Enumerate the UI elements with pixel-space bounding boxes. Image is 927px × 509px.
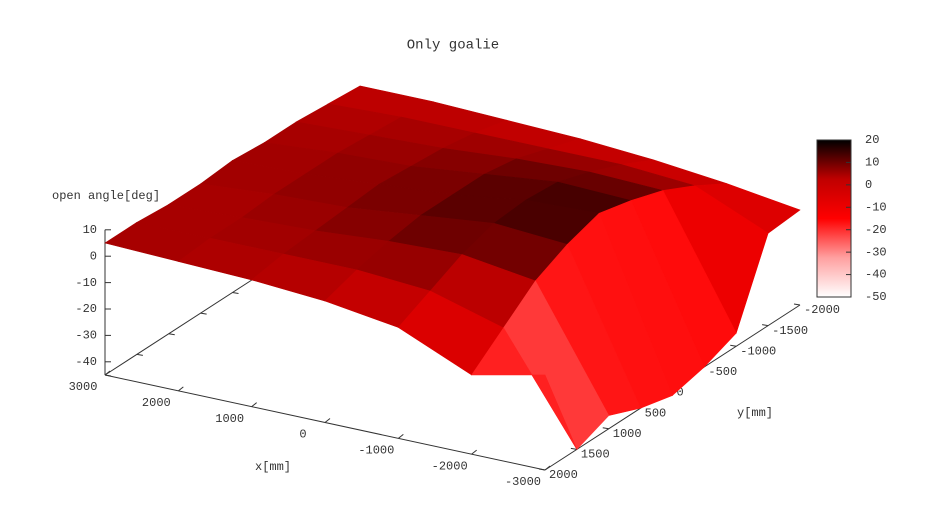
y-tick	[570, 447, 577, 450]
y-tick-label: 500	[645, 406, 667, 420]
x-tick-label: -2000	[432, 459, 468, 473]
y-tick	[538, 468, 546, 471]
x-tick	[104, 370, 111, 376]
y-tick	[200, 312, 207, 315]
y-tick	[136, 353, 143, 356]
y-axis-label: y[mm]	[737, 406, 773, 420]
colorbar-tick-label: -20	[865, 223, 887, 237]
y-tick	[793, 303, 801, 306]
x-tick	[398, 433, 404, 439]
x-tick-label: 1000	[215, 412, 244, 426]
x-tick	[251, 402, 257, 408]
z-tick-label: -10	[75, 276, 97, 290]
x-tick	[324, 418, 331, 423]
colorbar-tick-label: -10	[865, 200, 887, 214]
y-tick	[232, 292, 239, 294]
x-tick-label: -1000	[358, 444, 394, 458]
x-tick-label: -3000	[505, 475, 541, 489]
colorbar-tick-label: 10	[865, 156, 879, 170]
y-tick-label: 0	[677, 386, 684, 400]
y-tick	[104, 374, 112, 377]
z-tick-label: 10	[83, 223, 97, 237]
x-tick-label: 3000	[69, 380, 98, 394]
colorbar	[816, 139, 852, 298]
y-tick-label: -1000	[740, 344, 776, 358]
colorbar-tick-label: 0	[865, 178, 872, 192]
y-tick-label: -2000	[804, 303, 840, 317]
y-tick	[762, 324, 769, 327]
colorbar-tick-label: 20	[865, 133, 879, 147]
x-tick	[178, 386, 184, 392]
colorbar-tick-label: -50	[865, 290, 887, 304]
colorbar-tick-label: -30	[865, 245, 887, 259]
x-axis-label: x[mm]	[255, 460, 291, 474]
z-tick-label: -20	[75, 302, 97, 316]
z-tick-label: -30	[75, 329, 97, 343]
colorbar-tick-label: -40	[865, 268, 887, 282]
x-tick	[544, 465, 551, 471]
y-tick	[168, 333, 175, 336]
x-tick-label: 2000	[142, 396, 171, 410]
surface-cell	[471, 327, 578, 450]
z-tick-label: 0	[90, 249, 97, 263]
z-tick-label: -40	[75, 355, 97, 369]
x-tick	[471, 449, 477, 455]
y-tick-label: -1500	[772, 324, 808, 338]
y-tick-label: 1500	[581, 448, 610, 462]
x-tick-label: 0	[299, 428, 306, 442]
y-tick	[602, 427, 609, 430]
y-tick	[730, 344, 737, 347]
y-tick-label: -500	[708, 365, 737, 379]
z-axis-label: open angle[deg]	[52, 189, 160, 203]
chart-title: Only goalie	[407, 38, 499, 54]
y-tick-label: 1000	[613, 427, 642, 441]
y-tick-label: 2000	[549, 468, 578, 482]
